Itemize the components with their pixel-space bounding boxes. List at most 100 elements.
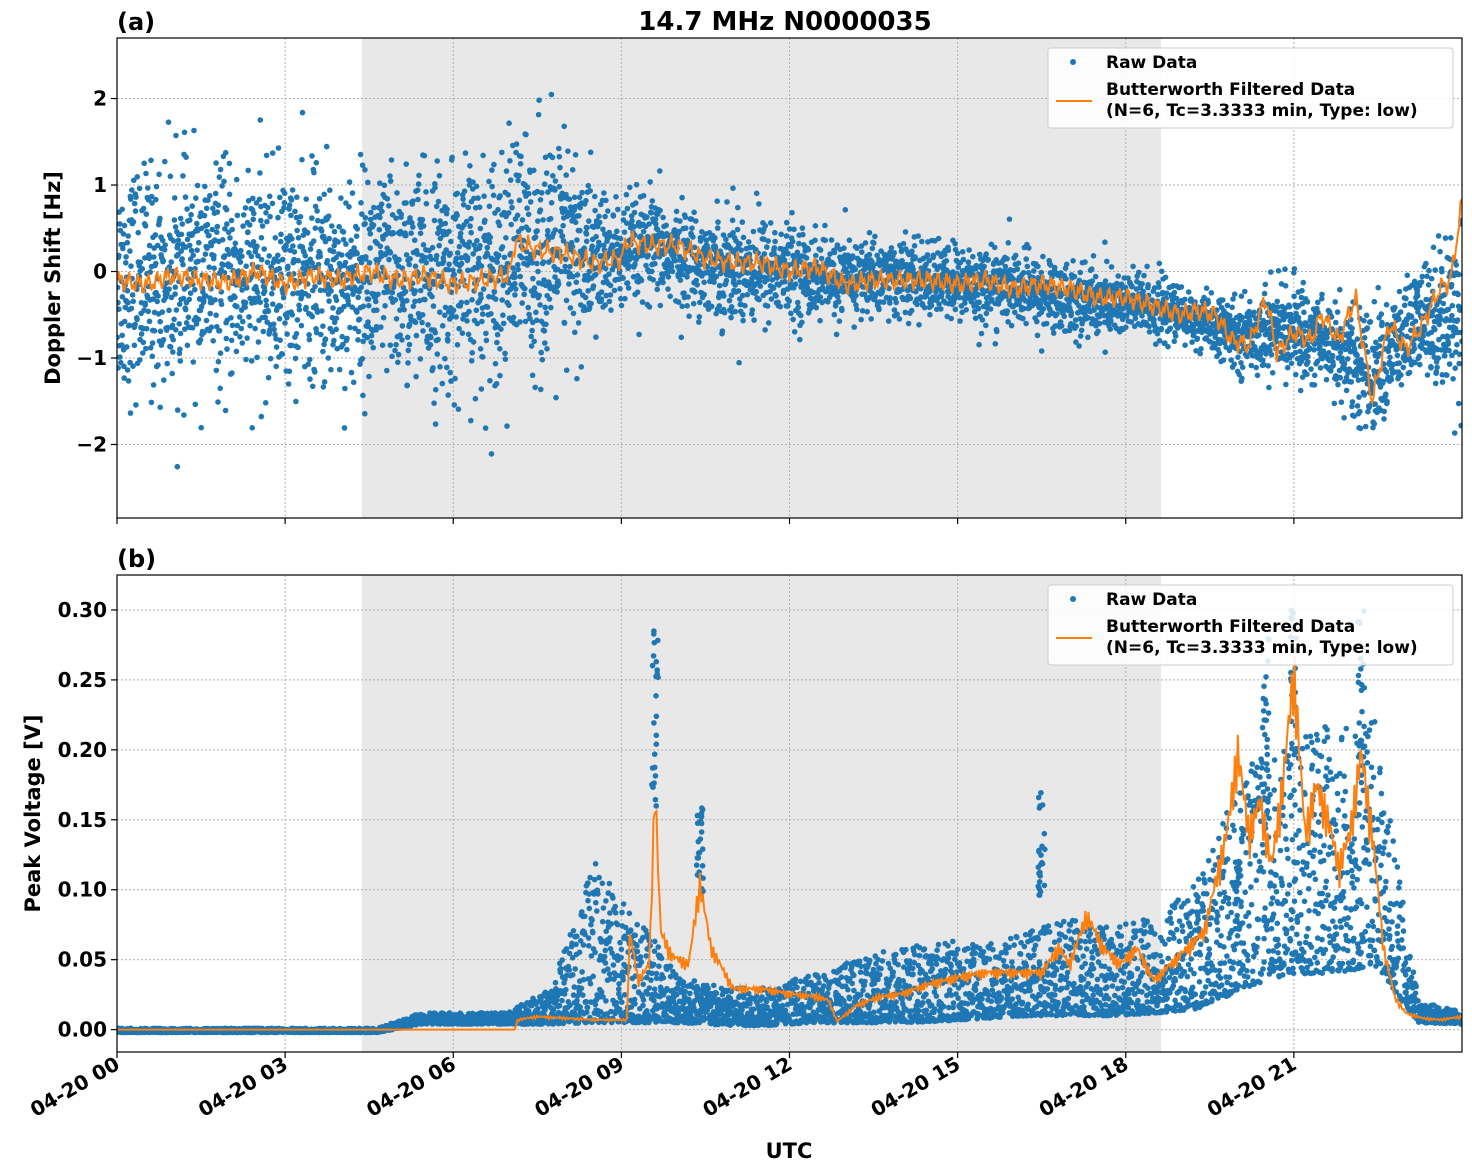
raw-point (387, 250, 394, 256)
raw-point (589, 243, 595, 249)
raw-point (983, 322, 989, 329)
raw-point (316, 195, 323, 202)
raw-point (1050, 330, 1057, 336)
raw-point (193, 321, 200, 327)
raw-point (548, 200, 555, 206)
raw-point (186, 242, 193, 249)
raw-point (541, 181, 548, 187)
raw-point (310, 238, 317, 244)
raw-point (145, 308, 151, 315)
raw-point (249, 425, 255, 431)
raw-point (512, 286, 519, 292)
raw-point (634, 289, 641, 296)
raw-point (1238, 293, 1245, 300)
raw-point (689, 225, 695, 231)
raw-point (419, 216, 426, 223)
raw-point (660, 214, 666, 221)
raw-point (299, 109, 306, 116)
raw-point (276, 265, 283, 272)
raw-point (896, 316, 903, 322)
raw-point (198, 303, 205, 310)
raw-point (410, 224, 416, 230)
raw-point (730, 230, 736, 236)
raw-point (1226, 312, 1233, 319)
raw-point (817, 294, 824, 301)
raw-point (1239, 375, 1245, 382)
raw-point (1104, 258, 1110, 265)
raw-point (563, 367, 570, 374)
raw-point (1136, 269, 1142, 276)
raw-point (1268, 351, 1275, 358)
raw-point (456, 268, 463, 274)
raw-point (966, 247, 972, 253)
raw-point (486, 239, 493, 246)
raw-point (227, 235, 233, 241)
raw-point (1020, 315, 1026, 322)
raw-point (590, 283, 597, 289)
raw-point (789, 238, 796, 245)
raw-point (232, 240, 239, 247)
raw-point (363, 253, 369, 260)
raw-point (557, 164, 563, 171)
raw-point (256, 196, 263, 203)
raw-point (466, 308, 472, 315)
raw-point (679, 303, 685, 310)
raw-point (668, 263, 675, 270)
raw-point (420, 223, 427, 229)
raw-point (401, 306, 407, 313)
raw-point (189, 325, 196, 331)
raw-point (1323, 376, 1330, 383)
raw-point (148, 193, 155, 200)
raw-point (726, 297, 733, 304)
raw-point (556, 183, 563, 190)
raw-point (152, 232, 159, 238)
raw-point (247, 322, 253, 329)
raw-point (205, 197, 211, 203)
raw-point (1123, 324, 1129, 331)
raw-point (1115, 273, 1121, 279)
raw-point (1035, 263, 1041, 270)
raw-point (370, 222, 377, 228)
raw-point (164, 324, 171, 331)
raw-point (298, 322, 305, 329)
raw-point (213, 312, 219, 319)
raw-point (1102, 349, 1108, 356)
raw-point (493, 380, 500, 387)
raw-point (1034, 318, 1040, 325)
raw-point (125, 233, 131, 239)
raw-point (414, 251, 421, 257)
raw-point (132, 321, 138, 328)
raw-point (346, 204, 352, 210)
raw-point (786, 298, 792, 304)
raw-point (518, 225, 525, 232)
raw-point (975, 291, 981, 298)
raw-point (730, 185, 736, 191)
raw-point (611, 287, 618, 294)
raw-point (257, 299, 264, 306)
raw-point (560, 222, 566, 229)
raw-point (413, 373, 419, 380)
raw-point (419, 319, 425, 326)
raw-point (1023, 256, 1029, 262)
raw-point (576, 194, 583, 201)
raw-point (186, 296, 192, 303)
raw-point (1319, 291, 1325, 298)
raw-point (271, 326, 277, 333)
raw-point (215, 399, 221, 405)
raw-point (1398, 372, 1404, 378)
raw-point (525, 227, 532, 233)
raw-point (397, 332, 404, 338)
raw-point (817, 317, 823, 324)
raw-point (417, 356, 424, 362)
raw-point (771, 245, 778, 251)
raw-point (183, 154, 189, 160)
raw-point (245, 229, 251, 235)
raw-point (467, 163, 473, 169)
raw-point (517, 161, 524, 167)
raw-point (976, 299, 982, 306)
raw-point (904, 287, 911, 294)
raw-point (153, 183, 160, 190)
raw-point (231, 252, 238, 258)
raw-point (281, 199, 288, 206)
raw-point (960, 256, 967, 263)
